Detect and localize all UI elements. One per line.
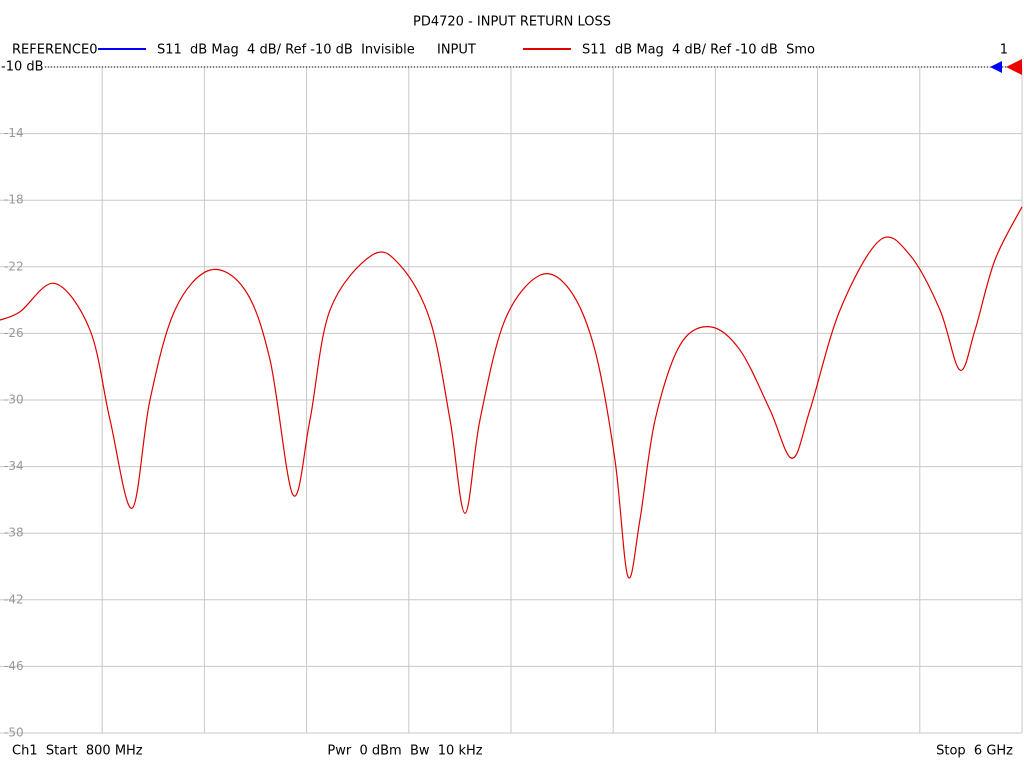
reference-marker — [990, 61, 1002, 73]
ref-label-bg — [0, 60, 44, 73]
legend-description: S11 dB Mag 4 dB/ Ref -10 dB Invisible — [157, 43, 415, 58]
y-tick-label: -42 — [4, 592, 24, 606]
footer-left: Ch1 Start 800 MHz — [12, 744, 143, 759]
footer-center: Pwr 0 dBm Bw 10 kHz — [327, 744, 482, 759]
y-tick-label: -26 — [4, 326, 24, 340]
trace-number: 1 — [1000, 43, 1008, 58]
legend-description: S11 dB Mag 4 dB/ Ref -10 dB Smo — [582, 43, 815, 58]
y-tick-label: -30 — [4, 393, 24, 407]
y-tick-label: -46 — [4, 659, 24, 673]
chart-title: PD4720 - INPUT RETURN LOSS — [413, 15, 611, 30]
trace — [0, 206, 1023, 579]
y-tick-label: -34 — [4, 459, 24, 473]
footer-right: Stop 6 GHz — [936, 744, 1013, 759]
reference-label: -10 dB — [1, 60, 44, 75]
legend-name: INPUT — [437, 43, 476, 58]
y-tick-label: -50 — [4, 726, 24, 740]
y-tick-label: -38 — [4, 526, 24, 540]
y-tick-label: -18 — [4, 193, 24, 207]
y-tick-label: -14 — [4, 126, 24, 140]
y-tick-label: -22 — [4, 259, 24, 273]
reference-marker — [1006, 59, 1022, 75]
legend-name: REFERENCE0 — [12, 43, 97, 58]
